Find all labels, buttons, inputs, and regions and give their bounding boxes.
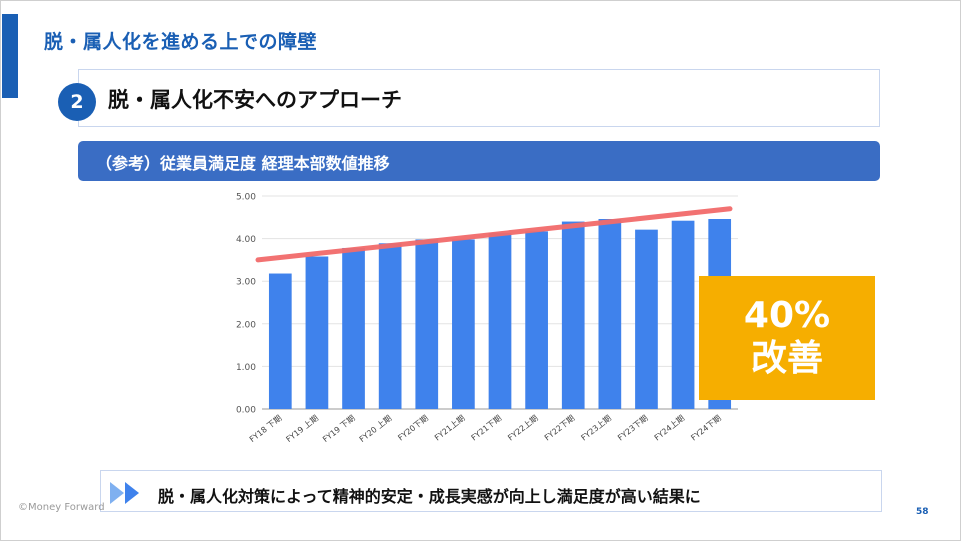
bar: [268, 273, 292, 409]
y-tick-label: 2.00: [236, 320, 256, 330]
bar: [305, 256, 329, 409]
section-heading-box: [78, 69, 880, 127]
x-tick-label: FY24下期: [689, 413, 723, 442]
improvement-badge: 40% 改善: [699, 276, 875, 400]
page-number: 58: [916, 507, 929, 517]
y-tick-label: 4.00: [236, 235, 256, 245]
slide-title: 脱・属人化を進める上での障壁: [44, 31, 318, 53]
conclusion-box: [100, 470, 882, 512]
bar: [378, 243, 402, 409]
bar: [452, 239, 475, 409]
copyright-text: ©Money Forward: [18, 502, 105, 513]
bar: [598, 219, 622, 409]
x-tick-label: FY21上期: [433, 413, 467, 442]
x-tick-label: FY20下期: [396, 413, 430, 442]
chart-caption: （参考）従業員満足度 経理本部数値推移: [96, 154, 390, 173]
bar: [415, 239, 439, 409]
x-tick-label: FY24上期: [653, 413, 687, 442]
bar: [488, 233, 512, 409]
bar: [561, 221, 585, 409]
section-title: 脱・属人化不安へのアプローチ: [108, 88, 402, 112]
x-tick-label: FY18 下期: [248, 413, 284, 444]
trend-line: [255, 206, 733, 263]
x-tick-label: FY22上期: [506, 413, 540, 442]
x-tick-label: FY19 上期: [284, 413, 320, 444]
x-tick-label: FY23下期: [616, 413, 650, 442]
conclusion-text: 脱・属人化対策によって精神的安定・成長実感が向上し満足度が高い結果に: [158, 487, 701, 506]
y-tick-label: 0.00: [236, 406, 256, 416]
section-number-badge: 2: [58, 83, 96, 121]
bar: [671, 220, 695, 409]
double-chevron-icon: [110, 482, 139, 504]
bar: [525, 231, 548, 409]
y-tick-label: 1.00: [236, 363, 256, 373]
x-tick-label: FY23上期: [579, 413, 613, 442]
x-tick-label: FY21下期: [470, 413, 504, 442]
improvement-percent: 40%: [743, 295, 831, 336]
y-tick-label: 3.00: [236, 278, 256, 288]
improvement-label: 改善: [750, 338, 823, 379]
bar: [635, 229, 658, 409]
title-accent-bar: [2, 14, 18, 98]
x-tick-label: FY19 下期: [321, 413, 357, 444]
chart-caption-band: [78, 141, 880, 181]
bar: [342, 247, 365, 409]
x-tick-label: FY22下期: [543, 413, 577, 442]
x-tick-label: FY20 上期: [358, 413, 394, 444]
y-tick-label: 5.00: [236, 193, 256, 203]
